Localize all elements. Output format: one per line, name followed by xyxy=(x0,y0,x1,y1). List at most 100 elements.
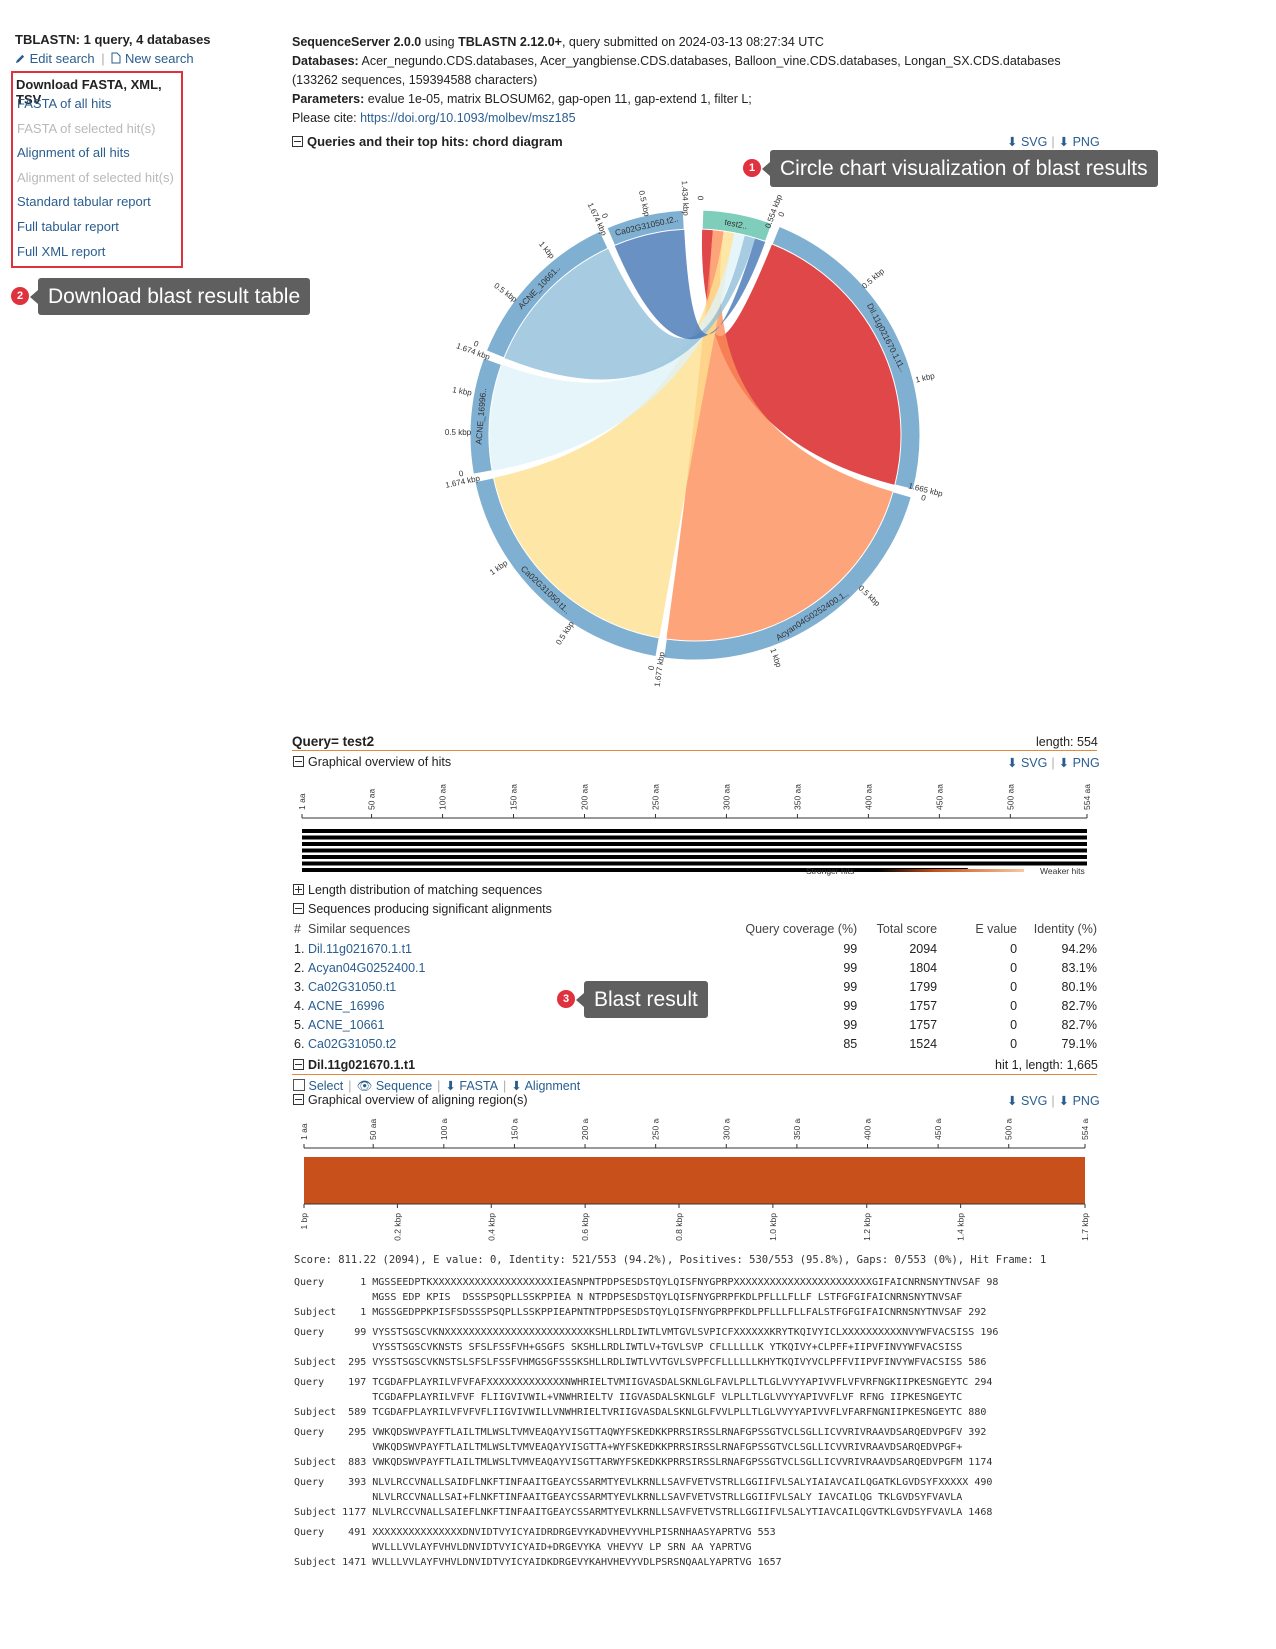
chord-title: Queries and their top hits: chord diagra… xyxy=(307,134,563,149)
hit-bar[interactable] xyxy=(302,868,968,872)
hit-header[interactable]: Dil.11g021670.1.t1 xyxy=(293,1058,415,1072)
table-row: 2. Acyan04G0252400.1 99 1804 0 83.1% xyxy=(294,958,1097,977)
row-number: 5. xyxy=(294,1017,305,1032)
chord-segment-label: ACNE_16996.. xyxy=(473,388,488,445)
edit-search-label: Edit search xyxy=(29,51,95,66)
hits-overview-title: Graphical overview of hits xyxy=(308,755,452,769)
file-icon xyxy=(111,52,121,64)
chord-tick-label: 0.5 kbp xyxy=(856,584,882,609)
download-full-xml[interactable]: Full XML report xyxy=(17,244,106,259)
hit-link[interactable]: Acyan04G0252400.1 xyxy=(307,960,426,975)
identity: 82.7% xyxy=(1061,998,1097,1013)
col-total-score: Total score xyxy=(876,921,938,936)
chord-section-header[interactable]: Queries and their top hits: chord diagra… xyxy=(292,134,563,149)
hits-table: # Similar sequences Query coverage (%) T… xyxy=(294,920,1097,1053)
hit-link[interactable]: Ca02G31050.t2 xyxy=(307,1036,397,1051)
cite-link[interactable]: https://doi.org/10.1093/molbev/msz185 xyxy=(360,111,576,125)
chord-ribbon xyxy=(666,229,894,642)
chord-ribbon xyxy=(614,229,766,340)
hit-actions: Select | 👁 Sequence | ⬇ FASTA | ⬇ Alignment xyxy=(293,1078,580,1094)
row-number: 1. xyxy=(294,941,305,956)
axis-tick-label: 50 aa xyxy=(367,788,377,810)
hit-bar[interactable] xyxy=(302,829,1087,833)
submitted-time: , query submitted on 2024-03-13 08:27:34… xyxy=(561,35,824,49)
e-value: 0 xyxy=(1010,979,1018,994)
aligning-regions-header[interactable]: Graphical overview of aligning region(s) xyxy=(293,1093,528,1107)
chord-tick-label: 0.5 kbp xyxy=(637,190,652,218)
query-axis-tick-label: 500 aa xyxy=(1004,1118,1014,1140)
e-value: 0 xyxy=(1010,998,1018,1013)
query-axis-tick-label: 554 aa xyxy=(1080,1118,1090,1140)
edit-search-link[interactable]: Edit search xyxy=(15,51,98,66)
view-sequence[interactable]: 👁 Sequence xyxy=(356,1079,432,1093)
subject-axis-tick-label: 1.4 kbp xyxy=(956,1213,966,1241)
download-alignment-all[interactable]: Alignment of all hits xyxy=(17,145,130,160)
callout-chord: Circle chart visualization of blast resu… xyxy=(762,150,1158,187)
subject-axis-tick-label: 0.4 kbp xyxy=(486,1213,496,1241)
download-full-tabular[interactable]: Full tabular report xyxy=(17,219,119,234)
svg-label: SVG xyxy=(1020,135,1048,149)
query-coverage: 99 xyxy=(843,1017,858,1032)
download-icon: ⬇ xyxy=(1058,1094,1070,1108)
alignment-line: Query 393 NLVLRCCVNALLSAIDFLNKFTINFAAITG… xyxy=(294,1477,993,1488)
row-number: 6. xyxy=(294,1036,305,1051)
identity: 94.2% xyxy=(1061,941,1097,956)
hit-bar[interactable] xyxy=(302,861,1087,866)
app-version: SequenceServer 2.0.0 xyxy=(292,35,422,49)
chord-tick-label: 0 xyxy=(696,195,705,200)
hits-png-download[interactable]: ⬇ PNG xyxy=(1059,756,1100,770)
hit-link[interactable]: ACNE_16996 xyxy=(307,998,385,1013)
search-summary-title: TBLASTN: 1 query, 4 databases xyxy=(15,32,211,47)
axis-tick-label: 200 aa xyxy=(579,784,589,810)
axis-tick-label: 300 aa xyxy=(721,784,731,810)
chord-segment-arc xyxy=(771,225,921,491)
chord-svg-download[interactable]: ⬇ SVG xyxy=(1007,135,1047,149)
hit-link[interactable]: ACNE_10661 xyxy=(307,1017,385,1032)
using-word: using xyxy=(424,35,455,49)
table-row: 3. Ca02G31050.t1 99 1799 0 80.1% xyxy=(294,977,1097,996)
hit-bar[interactable] xyxy=(302,848,1087,853)
download-alignment[interactable]: ⬇ Alignment xyxy=(511,1079,580,1093)
select-label: Select xyxy=(308,1079,344,1093)
region-png-download[interactable]: ⬇ PNG xyxy=(1059,1094,1100,1108)
row-number: 2. xyxy=(294,960,305,975)
download-standard-tabular[interactable]: Standard tabular report xyxy=(17,194,151,209)
svg-label: SVG xyxy=(1020,756,1048,770)
region-svg-download[interactable]: ⬇ SVG xyxy=(1007,1094,1047,1108)
hit-divider xyxy=(292,1074,1097,1075)
axis-tick-label: 100 aa xyxy=(438,784,448,810)
chord-ribbon xyxy=(504,235,756,380)
axis-tick-label: 400 aa xyxy=(863,784,873,810)
parameters-value: evalue 1e-05, matrix BLOSUM62, gap-open … xyxy=(367,92,752,106)
legend-stronger: Stronger hits xyxy=(806,866,854,876)
hits-svg-download[interactable]: ⬇ SVG xyxy=(1007,756,1047,770)
hit-link[interactable]: Ca02G31050.t1 xyxy=(307,979,397,994)
select-hit[interactable]: Select xyxy=(293,1079,343,1093)
e-value: 0 xyxy=(1010,1017,1018,1032)
aligning-region[interactable] xyxy=(304,1157,1085,1204)
alignment-line: WVLLLVVLAYFVHVLDNVIDTVYICYAID+DRGEVYKA V… xyxy=(294,1542,752,1553)
total-score: 1799 xyxy=(909,979,938,994)
chord-png-download[interactable]: ⬇ PNG xyxy=(1059,135,1100,149)
hit-bar[interactable] xyxy=(302,855,1087,859)
row-number: 4. xyxy=(294,998,305,1013)
query-divider xyxy=(292,750,1097,751)
hit-bar[interactable] xyxy=(302,842,1087,846)
length-distribution-header[interactable]: Length distribution of matching sequence… xyxy=(293,883,542,897)
region-downloads: ⬇ SVG | ⬇ PNG xyxy=(1007,1094,1100,1108)
significant-alignments-header[interactable]: Sequences producing significant alignmen… xyxy=(293,902,552,916)
subject-axis-tick-label: 1 bp xyxy=(299,1213,309,1230)
aligning-regions-title: Graphical overview of aligning region(s) xyxy=(308,1093,528,1107)
checkbox[interactable] xyxy=(293,1079,305,1091)
new-search-link[interactable]: New search xyxy=(111,51,194,66)
download-fasta[interactable]: ⬇ FASTA xyxy=(445,1079,498,1093)
hit-bar[interactable] xyxy=(302,835,1087,840)
table-row: 6. Ca02G31050.t2 85 1524 0 79.1% xyxy=(294,1034,1097,1053)
download-fasta-selected: FASTA of selected hit(s) xyxy=(17,121,156,136)
hits-overview-header[interactable]: Graphical overview of hits xyxy=(293,755,451,769)
download-icon: ⬇ xyxy=(1007,135,1018,149)
download-fasta-all[interactable]: FASTA of all hits xyxy=(17,96,112,111)
hit-link[interactable]: Dil.11g021670.1.t1 xyxy=(307,941,413,956)
query-coverage: 99 xyxy=(843,998,858,1013)
callout-badge-3: 3 xyxy=(557,990,575,1008)
